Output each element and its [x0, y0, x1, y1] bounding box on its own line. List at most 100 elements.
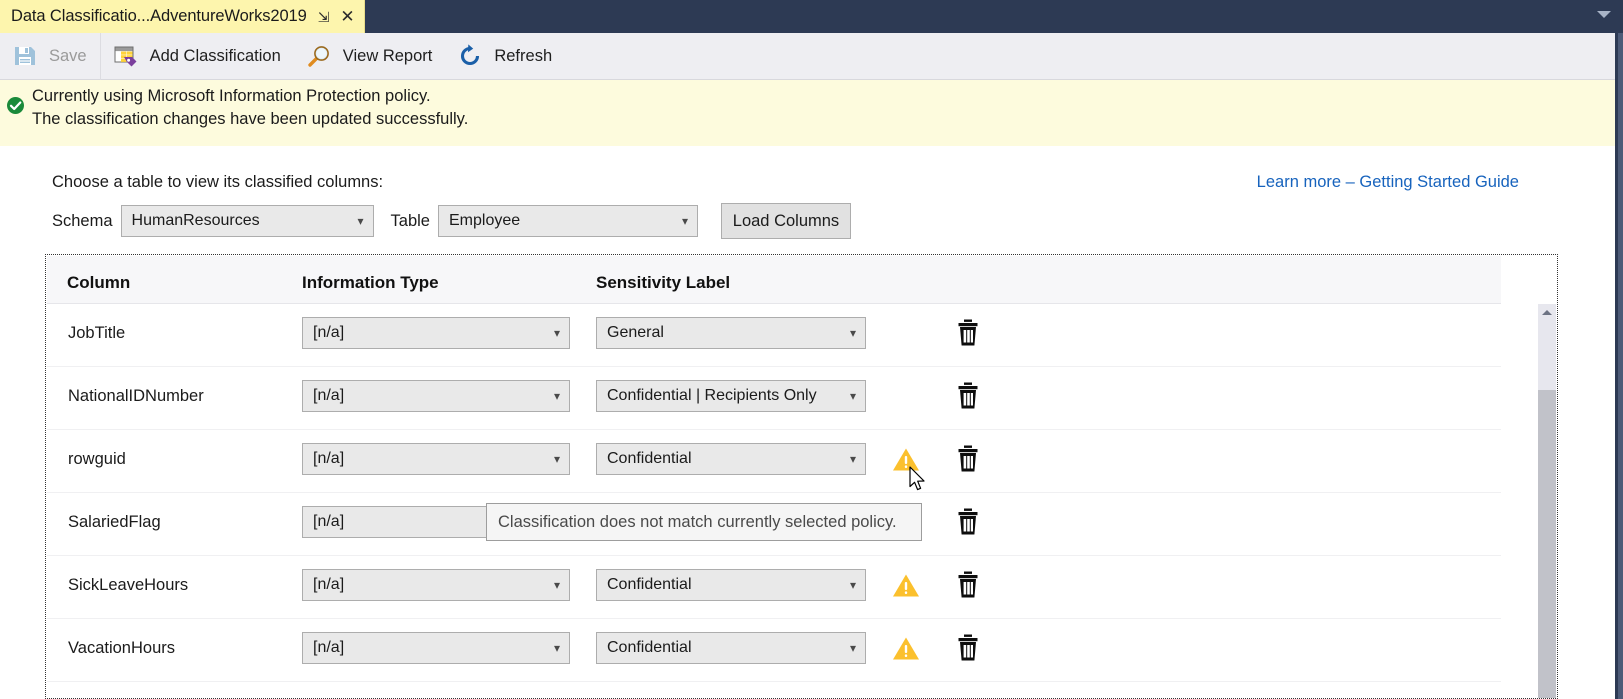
sensitivity-label-select[interactable]: Confidential | Recipients Only ▾: [596, 380, 866, 412]
warning-tooltip-text: Classification does not match currently …: [498, 512, 897, 531]
chevron-down-icon: ▾: [849, 578, 856, 592]
choose-table-label: Choose a table to view its classified co…: [52, 173, 384, 191]
table-select[interactable]: Employee ▾: [437, 205, 698, 237]
sensitivity-label-value: Confidential: [607, 576, 692, 593]
add-classification-icon: [113, 43, 139, 69]
table-row[interactable]: JobTitle [n/a] ▾ General ▾: [47, 304, 1501, 367]
trash-icon[interactable]: [955, 318, 981, 348]
information-type-select[interactable]: [n/a] ▾: [302, 569, 570, 601]
sensitivity-label-value: Confidential | Recipients Only: [607, 387, 817, 404]
grid-header-row: Column Information Type Sensitivity Labe…: [47, 256, 1501, 304]
refresh-button[interactable]: Refresh: [445, 33, 565, 80]
window-right-edge-inner: [1618, 33, 1623, 699]
window-title-bar: Data Classificatio...AdventureWorks2019 …: [0, 0, 1623, 33]
sensitivity-label-value: Confidential: [607, 639, 692, 656]
chevron-down-icon: ▾: [849, 452, 856, 466]
magnifier-search-icon: [306, 43, 332, 69]
information-type-value: [n/a]: [313, 513, 345, 530]
table-row[interactable]: SickLeaveHours [n/a] ▾ Confidential ▾: [47, 556, 1501, 619]
information-type-select[interactable]: [n/a] ▾: [302, 632, 570, 664]
save-disk-icon: [12, 43, 38, 69]
column-name: VacationHours: [68, 639, 176, 657]
schema-label: Schema: [52, 211, 113, 230]
view-report-button[interactable]: View Report: [294, 33, 446, 80]
refresh-icon: [457, 43, 483, 69]
column-name: rowguid: [68, 450, 126, 468]
table-row[interactable]: rowguid [n/a] ▾ Confidential ▾: [47, 430, 1501, 493]
add-classification-label: Add Classification: [149, 46, 281, 65]
status-banner-line-1: Currently using Microsoft Information Pr…: [32, 87, 431, 105]
table-label: Table: [390, 211, 430, 230]
chevron-down-icon: ▾: [553, 452, 560, 466]
trash-icon[interactable]: [955, 633, 981, 663]
warning-icon[interactable]: [892, 636, 920, 661]
sensitivity-label-select[interactable]: Confidential ▾: [596, 443, 866, 475]
chevron-down-icon: ▾: [553, 641, 560, 655]
chevron-down-icon: ▾: [849, 326, 856, 340]
save-button[interactable]: Save: [0, 33, 100, 80]
column-name: SalariedFlag: [68, 513, 161, 531]
chevron-down-icon: ▾: [553, 578, 560, 592]
column-name: NationalIDNumber: [68, 387, 204, 405]
trash-icon[interactable]: [955, 444, 981, 474]
view-report-label: View Report: [342, 46, 433, 65]
scrollbar-thumb[interactable]: [1538, 390, 1556, 698]
grid-scrollbar[interactable]: [1538, 304, 1556, 698]
sensitivity-label-value: Confidential: [607, 450, 692, 467]
column-name: SickLeaveHours: [68, 576, 189, 594]
schema-select-value: HumanResources: [131, 212, 260, 229]
information-type-select[interactable]: [n/a] ▾: [302, 380, 570, 412]
information-type-value: [n/a]: [313, 324, 345, 341]
grid-header-column: Column: [67, 273, 131, 292]
pin-tab-icon[interactable]: ⇲: [317, 8, 330, 25]
success-check-icon: [6, 96, 25, 115]
classification-grid: Column Information Type Sensitivity Labe…: [45, 254, 1558, 699]
grid-header-sensitivity: Sensitivity Label: [596, 273, 731, 292]
status-banner: [0, 80, 1623, 146]
table-selector-row: Schema HumanResources ▾ Table Employee ▾…: [52, 203, 851, 239]
information-type-value: [n/a]: [313, 450, 345, 467]
table-select-value: Employee: [448, 212, 521, 229]
sensitivity-label-value: General: [607, 324, 664, 341]
load-columns-button[interactable]: Load Columns: [720, 203, 851, 239]
chevron-down-icon: ▾: [681, 214, 688, 228]
information-type-value: [n/a]: [313, 387, 345, 404]
trash-icon[interactable]: [955, 381, 981, 411]
information-type-select[interactable]: [n/a] ▾: [302, 443, 570, 475]
warning-icon[interactable]: [892, 447, 920, 472]
chevron-down-icon: ▾: [849, 389, 856, 403]
trash-icon[interactable]: [955, 507, 981, 537]
toolbar: Save Add Classification: [0, 32, 1623, 80]
warning-tooltip: Classification does not match currently …: [486, 503, 922, 541]
refresh-label: Refresh: [494, 46, 553, 65]
sensitivity-label-select[interactable]: General ▾: [596, 317, 866, 349]
information-type-value: [n/a]: [313, 639, 345, 656]
document-tab[interactable]: Data Classificatio...AdventureWorks2019 …: [0, 0, 365, 33]
sensitivity-label-select[interactable]: Confidential ▾: [596, 569, 866, 601]
document-tab-title: Data Classificatio...AdventureWorks2019: [11, 7, 307, 25]
grid-body: JobTitle [n/a] ▾ General ▾: [47, 304, 1501, 698]
trash-icon[interactable]: [955, 570, 981, 600]
table-row[interactable]: NationalIDNumber [n/a] ▾ Confidential | …: [47, 367, 1501, 430]
grid-header-info-type: Information Type: [302, 273, 439, 292]
warning-icon[interactable]: [892, 573, 920, 598]
sensitivity-label-select[interactable]: Confidential ▾: [596, 632, 866, 664]
save-button-label: Save: [49, 46, 87, 65]
schema-select[interactable]: HumanResources ▾: [120, 205, 374, 237]
learn-more-link[interactable]: Learn more – Getting Started Guide: [1256, 173, 1519, 191]
information-type-select[interactable]: [n/a] ▾: [302, 317, 570, 349]
table-row[interactable]: VacationHours [n/a] ▾ Confidential ▾: [47, 619, 1501, 682]
add-classification-button[interactable]: Add Classification: [101, 33, 294, 80]
chevron-down-icon: ▾: [357, 214, 364, 228]
status-banner-line-2: The classification changes have been upd…: [32, 110, 469, 128]
chevron-down-icon: ▾: [553, 326, 560, 340]
main-content: Choose a table to view its classified co…: [0, 147, 1623, 699]
chevron-down-icon[interactable]: [1597, 11, 1611, 18]
close-tab-icon[interactable]: ✕: [340, 7, 355, 26]
column-name: JobTitle: [68, 324, 126, 342]
scroll-up-arrow-icon[interactable]: [1538, 304, 1556, 321]
chevron-down-icon: ▾: [849, 641, 856, 655]
status-banner-text: Currently using Microsoft Information Pr…: [32, 85, 468, 131]
information-type-value: [n/a]: [313, 576, 345, 593]
chevron-down-icon: ▾: [553, 389, 560, 403]
